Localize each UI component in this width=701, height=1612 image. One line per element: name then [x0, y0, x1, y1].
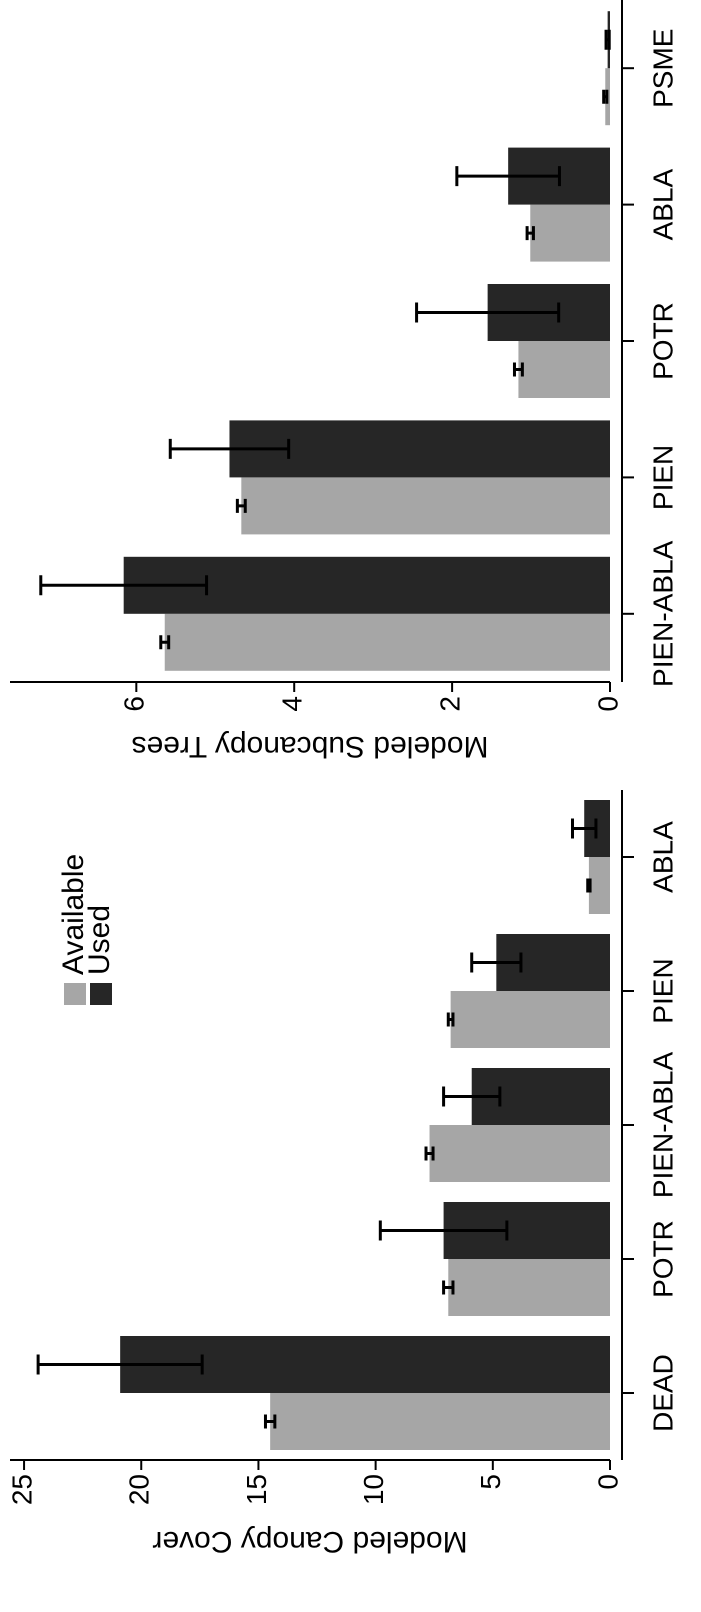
x-tick-label: PIEN-ABLA — [647, 1052, 678, 1199]
error-bar — [525, 226, 535, 241]
bar — [448, 1259, 610, 1316]
error-bar — [39, 575, 209, 596]
y-tick-label: 10 — [358, 1474, 389, 1505]
y-tick-label: 6 — [119, 696, 150, 712]
x-tick-label: PIEN — [647, 445, 678, 510]
y-axis-title: Modeled Subcanopy Trees — [132, 730, 489, 763]
error-bar — [442, 1086, 502, 1107]
x-tick-label: POTR — [647, 1220, 678, 1298]
bar — [164, 613, 610, 671]
error-bar — [571, 818, 598, 839]
bar — [429, 1125, 610, 1182]
chart-subcanopy: 0 2 4 6 Modeled Subcanopy Trees PIEN-ABLA PIEN… — [10, 0, 678, 763]
y-tick-label: 15 — [241, 1474, 272, 1505]
x-tick-label: ABLA — [647, 821, 678, 893]
y-tick-label: 2 — [434, 696, 465, 712]
legend-label: Used — [83, 905, 116, 975]
error-bar — [455, 166, 561, 187]
error-bar — [470, 952, 523, 973]
bar — [471, 1068, 610, 1125]
bar — [450, 991, 610, 1048]
error-bar — [235, 498, 247, 513]
bar — [120, 1336, 610, 1393]
error-bar — [602, 89, 609, 104]
bar — [229, 420, 610, 478]
legend-label: Available — [57, 854, 90, 975]
error-bar — [159, 635, 171, 650]
error-bar — [442, 1280, 455, 1295]
y-axis-title: Modeled Canopy Cover — [152, 1525, 467, 1558]
error-bar — [36, 1354, 204, 1375]
error-bar — [168, 438, 291, 459]
y-tick-label: 25 — [6, 1474, 37, 1505]
bar — [518, 341, 611, 398]
bar — [123, 556, 611, 614]
x-tick-label: PIEN — [647, 958, 678, 1023]
y-tick-label: 0 — [592, 1474, 623, 1490]
x-tick-label: PSME — [647, 29, 678, 108]
bar — [530, 204, 611, 262]
error-bar — [604, 29, 611, 50]
y-tick-label: 5 — [475, 1474, 506, 1490]
bar — [241, 477, 610, 535]
error-bar — [415, 302, 561, 323]
bar — [443, 1202, 610, 1259]
bar — [270, 1393, 610, 1450]
chart-canopy: 0 5 10 15 20 25 Modeled Canopy Cover DEAD POTR PI… — [6, 790, 678, 1558]
error-bar — [586, 878, 592, 893]
error-bar — [263, 1414, 277, 1429]
x-tick-label: PIEN-ABLA — [647, 540, 678, 687]
error-bar — [378, 1220, 509, 1241]
y-tick-label: 0 — [592, 696, 623, 712]
y-tick-label: 4 — [277, 696, 308, 712]
x-tick-label: DEAD — [647, 1354, 678, 1432]
legend-swatch — [64, 983, 86, 1005]
legend-swatch — [90, 983, 112, 1005]
error-bar — [512, 362, 524, 377]
x-tick-label: ABLA — [647, 168, 678, 240]
bar — [588, 857, 610, 914]
bar — [496, 934, 610, 991]
y-tick-label: 20 — [124, 1474, 155, 1505]
error-bar — [446, 1012, 455, 1027]
error-bar — [424, 1146, 435, 1161]
x-tick-label: POTR — [647, 302, 678, 380]
